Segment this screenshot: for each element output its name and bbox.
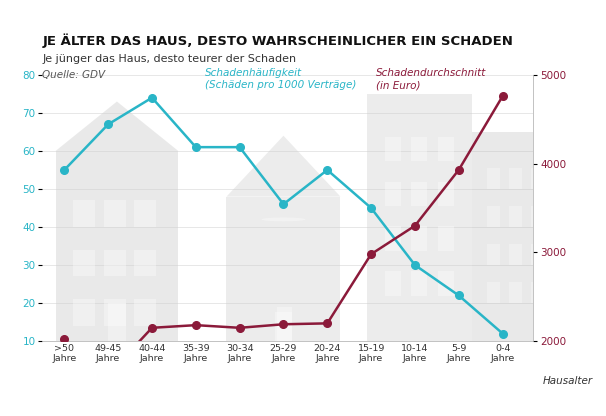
Bar <box>438 136 453 161</box>
Bar <box>411 136 427 161</box>
Bar <box>135 250 156 277</box>
Bar <box>104 299 125 326</box>
Bar <box>277 307 292 341</box>
Text: JE ÄLTER DAS HAUS, DESTO WAHRSCHEINLICHER EIN SCHADEN: JE ÄLTER DAS HAUS, DESTO WAHRSCHEINLICHE… <box>42 34 513 48</box>
Bar <box>487 206 501 227</box>
Bar <box>135 201 156 227</box>
Bar <box>509 206 522 227</box>
Bar <box>531 168 544 189</box>
Bar <box>385 272 401 296</box>
Polygon shape <box>227 136 341 197</box>
Bar <box>438 181 453 206</box>
Bar <box>531 206 544 227</box>
Bar <box>385 181 401 206</box>
Circle shape <box>262 218 305 221</box>
Bar <box>438 226 453 251</box>
Polygon shape <box>56 102 178 151</box>
Bar <box>73 250 95 277</box>
Bar <box>411 272 427 296</box>
Bar <box>472 132 559 341</box>
Bar <box>275 312 292 341</box>
Bar <box>108 303 126 341</box>
Bar <box>104 201 125 227</box>
Bar <box>367 94 472 341</box>
Text: Quelle: GDV: Quelle: GDV <box>42 70 105 80</box>
Bar <box>385 226 401 251</box>
Text: Je jünger das Haus, desto teurer der Schaden: Je jünger das Haus, desto teurer der Sch… <box>42 54 296 64</box>
Text: Schadendurchschnitt
(in Euro): Schadendurchschnitt (in Euro) <box>376 69 486 90</box>
Text: Schadenhäufigkeit
(Schäden pro 1000 Verträge): Schadenhäufigkeit (Schäden pro 1000 Vert… <box>205 69 356 90</box>
Bar <box>56 151 178 341</box>
Bar <box>104 250 125 277</box>
Bar <box>411 226 427 251</box>
Bar <box>487 168 501 189</box>
Bar <box>227 197 341 341</box>
Bar <box>487 282 501 303</box>
Bar <box>73 299 95 326</box>
Bar <box>509 244 522 265</box>
Bar <box>487 244 501 265</box>
Bar <box>509 282 522 303</box>
Bar <box>531 244 544 265</box>
Bar <box>385 136 401 161</box>
Text: Hausalter: Hausalter <box>543 376 593 386</box>
Bar <box>438 272 453 296</box>
Bar <box>73 201 95 227</box>
Bar <box>509 168 522 189</box>
Bar <box>531 282 544 303</box>
Bar <box>135 299 156 326</box>
Bar <box>411 181 427 206</box>
